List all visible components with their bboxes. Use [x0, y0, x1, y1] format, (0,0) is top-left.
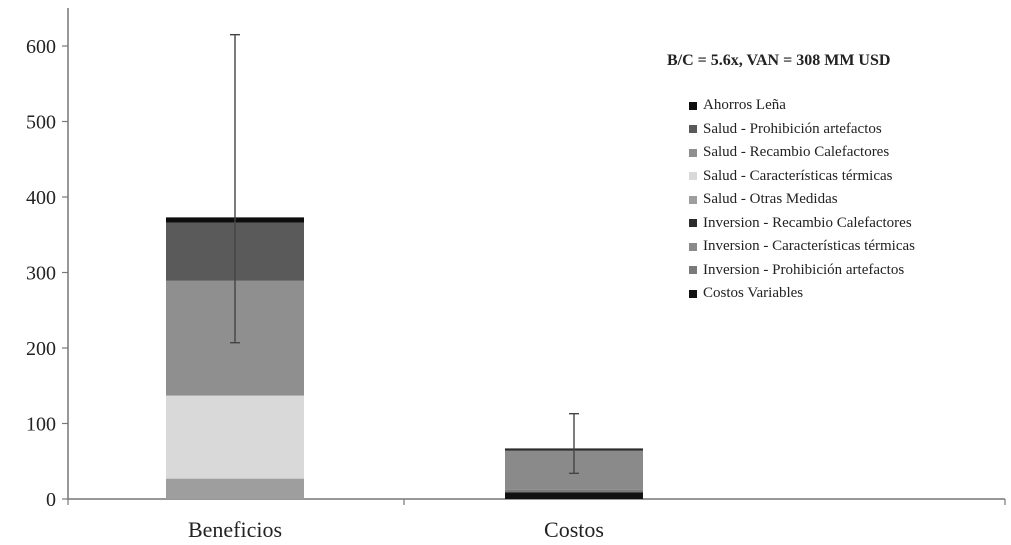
- legend-label: Costos Variables: [703, 285, 804, 302]
- legend-items: Ahorros Leña Salud - Prohibición artefact…: [667, 94, 1007, 306]
- legend-item: Salud - Otras Medidas: [667, 188, 1007, 212]
- x-tick-label: Costos: [544, 517, 604, 542]
- legend-item: Inversion - Prohibición artefactos: [667, 259, 1007, 283]
- bar-segment: [166, 395, 304, 479]
- legend-item: Inversion - Características térmicas: [667, 235, 1007, 259]
- bar-segment: [505, 489, 643, 493]
- legend-label: Ahorros Leña: [703, 97, 786, 114]
- legend-swatch: [689, 125, 697, 134]
- bars-layer: [166, 217, 643, 499]
- y-tick-label: 300: [26, 263, 56, 285]
- legend-item: Salud - Recambio Calefactores: [667, 141, 1007, 165]
- y-tick-label: 0: [46, 489, 56, 511]
- labels-layer: 0 100 200 300 400 500 600 Beneficios Costos: [26, 36, 604, 542]
- legend-label: Inversion - Características térmicas: [703, 238, 915, 255]
- legend-swatch: [689, 172, 697, 181]
- legend-swatch: [689, 219, 697, 228]
- y-tick-label: 600: [26, 36, 56, 58]
- bar-segment: [166, 478, 304, 499]
- y-tick-label: 200: [26, 338, 56, 360]
- legend-swatch: [689, 195, 697, 204]
- legend-swatch: [689, 148, 697, 157]
- bar-segment: [505, 492, 643, 499]
- legend-label: Salud - Características térmicas: [703, 167, 893, 184]
- legend-item: Salud - Prohibición artefactos: [667, 118, 1007, 142]
- legend-swatch: [689, 101, 697, 110]
- legend-swatch: [689, 242, 697, 251]
- legend-swatch: [689, 289, 697, 298]
- legend-item: Ahorros Leña: [667, 94, 1007, 118]
- legend-item: Inversion - Recambio Calefactores: [667, 212, 1007, 236]
- y-tick-label: 400: [26, 187, 56, 209]
- legend-title: B/C = 5.6x, VAN = 308 MM USD: [667, 52, 891, 69]
- error-bars-layer: [230, 33, 579, 475]
- legend-label: Inversion - Prohibición artefactos: [703, 261, 905, 278]
- legend-item: Costos Variables: [667, 282, 1007, 306]
- x-tick-label: Beneficios: [188, 517, 282, 542]
- legend-swatch: [689, 266, 697, 275]
- legend: B/C = 5.6x, VAN = 308 MM USD Ahorros Leñ…: [667, 52, 1007, 306]
- legend-label: Inversion - Recambio Calefactores: [703, 214, 912, 231]
- y-tick-label: 500: [26, 112, 56, 134]
- legend-label: Salud - Recambio Calefactores: [703, 144, 890, 161]
- y-tick-label: 100: [26, 414, 56, 436]
- legend-label: Salud - Prohibición artefactos: [703, 120, 882, 137]
- legend-item: Salud - Características térmicas: [667, 165, 1007, 189]
- legend-label: Salud - Otras Medidas: [703, 191, 838, 208]
